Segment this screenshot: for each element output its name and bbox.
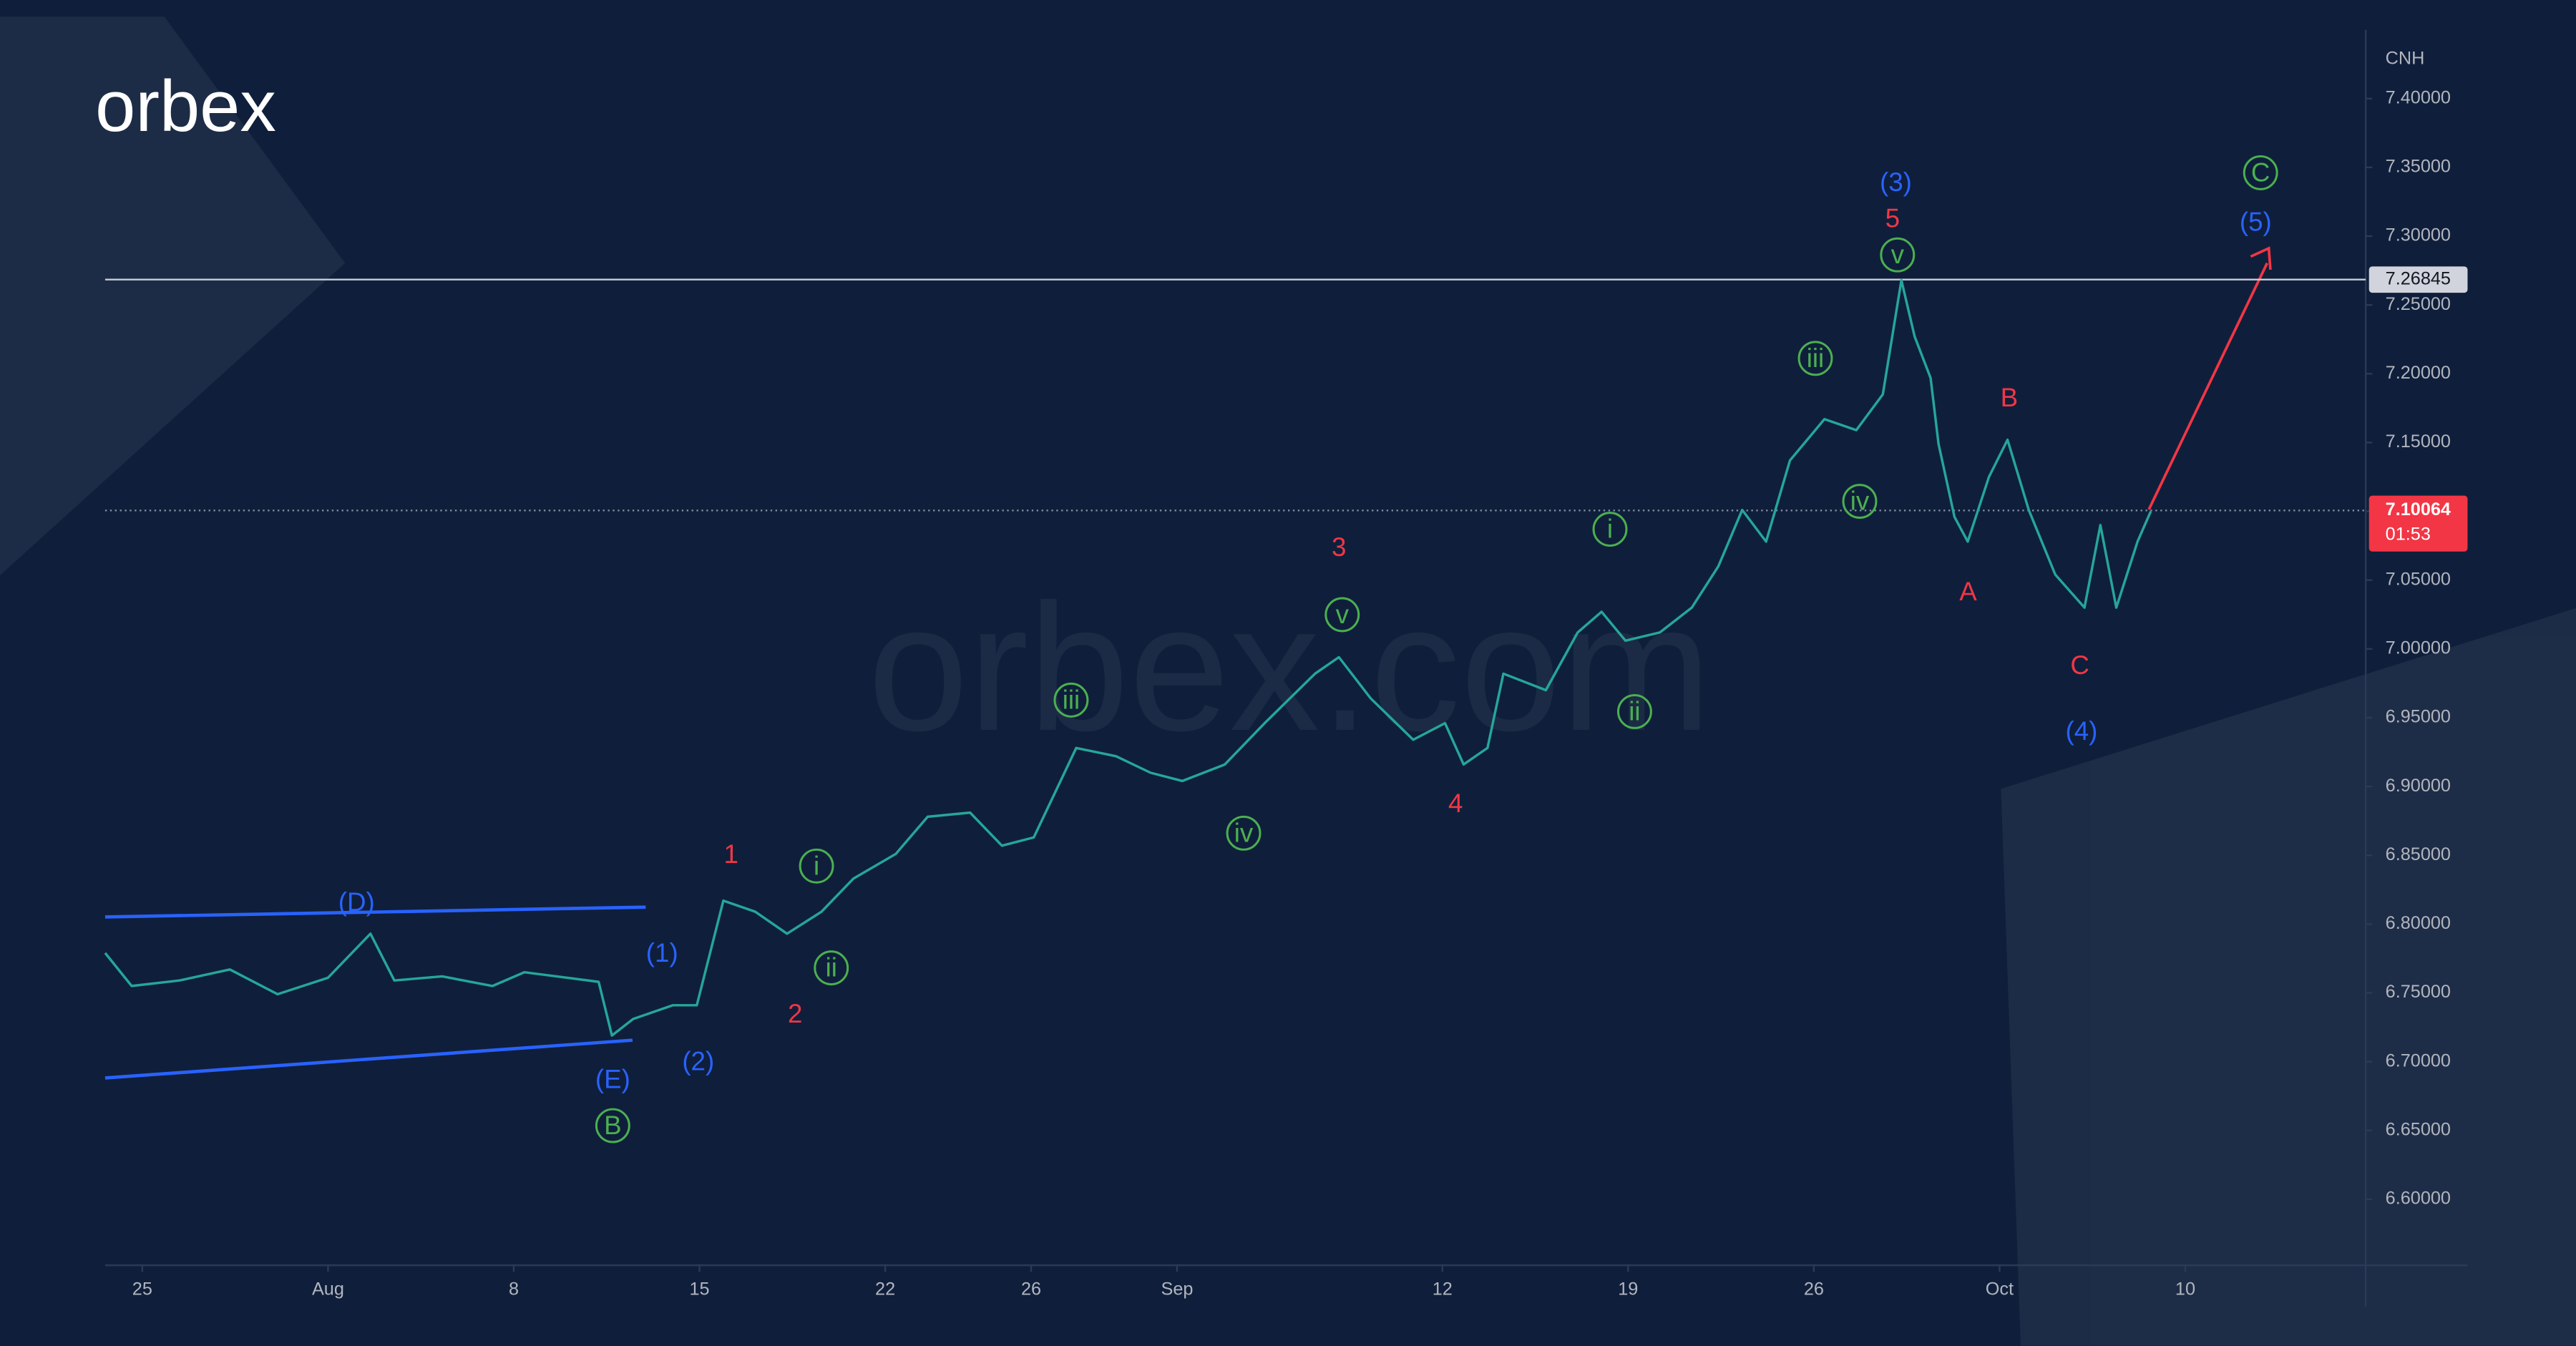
wave-circle — [799, 848, 834, 884]
wave-circle — [2243, 155, 2278, 190]
wave-circle — [1592, 512, 1628, 547]
x-tick-label: 19 — [1618, 1279, 1638, 1299]
price-line — [104, 278, 2152, 1037]
wave-label: (E) — [595, 1065, 630, 1094]
wave-label: iii — [1063, 685, 1080, 714]
axis-label: CNH — [2386, 49, 2425, 69]
wave-label: B — [2001, 383, 2019, 412]
x-tick-label: 12 — [1433, 1279, 1453, 1299]
wave-label: v — [1336, 600, 1350, 629]
wave-label: i — [1607, 514, 1613, 544]
x-tick-label: Sep — [1161, 1279, 1193, 1299]
y-tick-label: 6.85000 — [2386, 844, 2451, 864]
wave-circle — [814, 950, 849, 986]
level-label: 7.26845 — [2386, 268, 2451, 288]
wave-label: (2) — [682, 1046, 714, 1076]
x-tick-label: 8 — [509, 1279, 519, 1299]
wave-circle — [595, 1108, 630, 1143]
y-tick-label: 7.20000 — [2386, 363, 2451, 383]
wave-label: (4) — [2065, 716, 2097, 746]
wave-label: ii — [1629, 696, 1640, 726]
arrow-head — [2250, 246, 2272, 270]
x-tick-label: 26 — [1021, 1279, 1041, 1299]
wave-label: 3 — [1332, 532, 1346, 562]
y-tick-label: 6.60000 — [2386, 1189, 2451, 1209]
y-tick-label: 7.35000 — [2386, 157, 2451, 177]
wave-label: (5) — [2240, 207, 2272, 236]
wave-circle — [1797, 341, 1833, 376]
wave-circle — [1226, 815, 1262, 851]
trend-line — [104, 905, 646, 919]
y-tick-label: 6.75000 — [2386, 982, 2451, 1002]
y-tick-label: 6.95000 — [2386, 707, 2451, 727]
wave-label: iii — [1807, 343, 1824, 373]
wave-circle — [1053, 682, 1089, 718]
wave-label: iv — [1850, 487, 1870, 516]
wave-label: 2 — [788, 999, 802, 1028]
y-tick-label: 6.65000 — [2386, 1119, 2451, 1139]
projection-arrow — [2147, 262, 2269, 510]
wave-circle — [1880, 237, 1916, 273]
wave-label: A — [1959, 577, 1977, 606]
wave-label: (3) — [1880, 167, 1912, 197]
wave-label: C — [2070, 650, 2089, 680]
x-tick-label: 26 — [1804, 1279, 1824, 1299]
y-tick-label: 7.40000 — [2386, 87, 2451, 107]
wave-label: 4 — [1448, 789, 1463, 818]
x-tick-label: Aug — [312, 1279, 344, 1299]
y-tick-label: 6.70000 — [2386, 1050, 2451, 1071]
x-tick-label: 10 — [2175, 1279, 2195, 1299]
decor — [0, 16, 2576, 1346]
wave-label: ii — [826, 953, 837, 982]
wave-label: (D) — [338, 887, 375, 917]
wave-label: v — [1891, 240, 1905, 269]
y-tick-label: 7.15000 — [2386, 431, 2451, 452]
logo: orbex — [95, 67, 276, 147]
wave-label: B — [604, 1111, 622, 1140]
trend-line — [104, 1038, 633, 1080]
x-tick-label: 22 — [875, 1279, 895, 1299]
y-tick-label: 7.30000 — [2386, 225, 2451, 245]
wave-label: (1) — [646, 938, 678, 967]
y-tick-label: 7.00000 — [2386, 638, 2451, 658]
current-price-label: 7.10064 — [2386, 499, 2451, 520]
x-tick-label: 25 — [132, 1279, 152, 1299]
wave-label: C — [2251, 157, 2270, 187]
y-tick-label: 7.05000 — [2386, 569, 2451, 589]
level-tag — [2368, 266, 2468, 293]
y-tick-label: 7.25000 — [2386, 294, 2451, 314]
wave-label: 5 — [1885, 204, 1900, 233]
wave-circle — [1616, 694, 1652, 729]
wave-label: i — [814, 851, 819, 880]
current-price-tag — [2368, 495, 2468, 552]
wave-circle — [1842, 484, 1878, 520]
countdown: 01:53 — [2386, 524, 2431, 544]
y-tick-label: 6.80000 — [2386, 913, 2451, 933]
watermark: orbex.com — [868, 566, 1712, 769]
wave-label: 1 — [723, 839, 738, 869]
y-tick-label: 6.90000 — [2386, 776, 2451, 796]
x-tick-label: Oct — [1986, 1279, 2014, 1299]
wave-label: iv — [1234, 818, 1254, 847]
wave-circle — [1324, 597, 1360, 633]
x-tick-label: 15 — [689, 1279, 709, 1299]
